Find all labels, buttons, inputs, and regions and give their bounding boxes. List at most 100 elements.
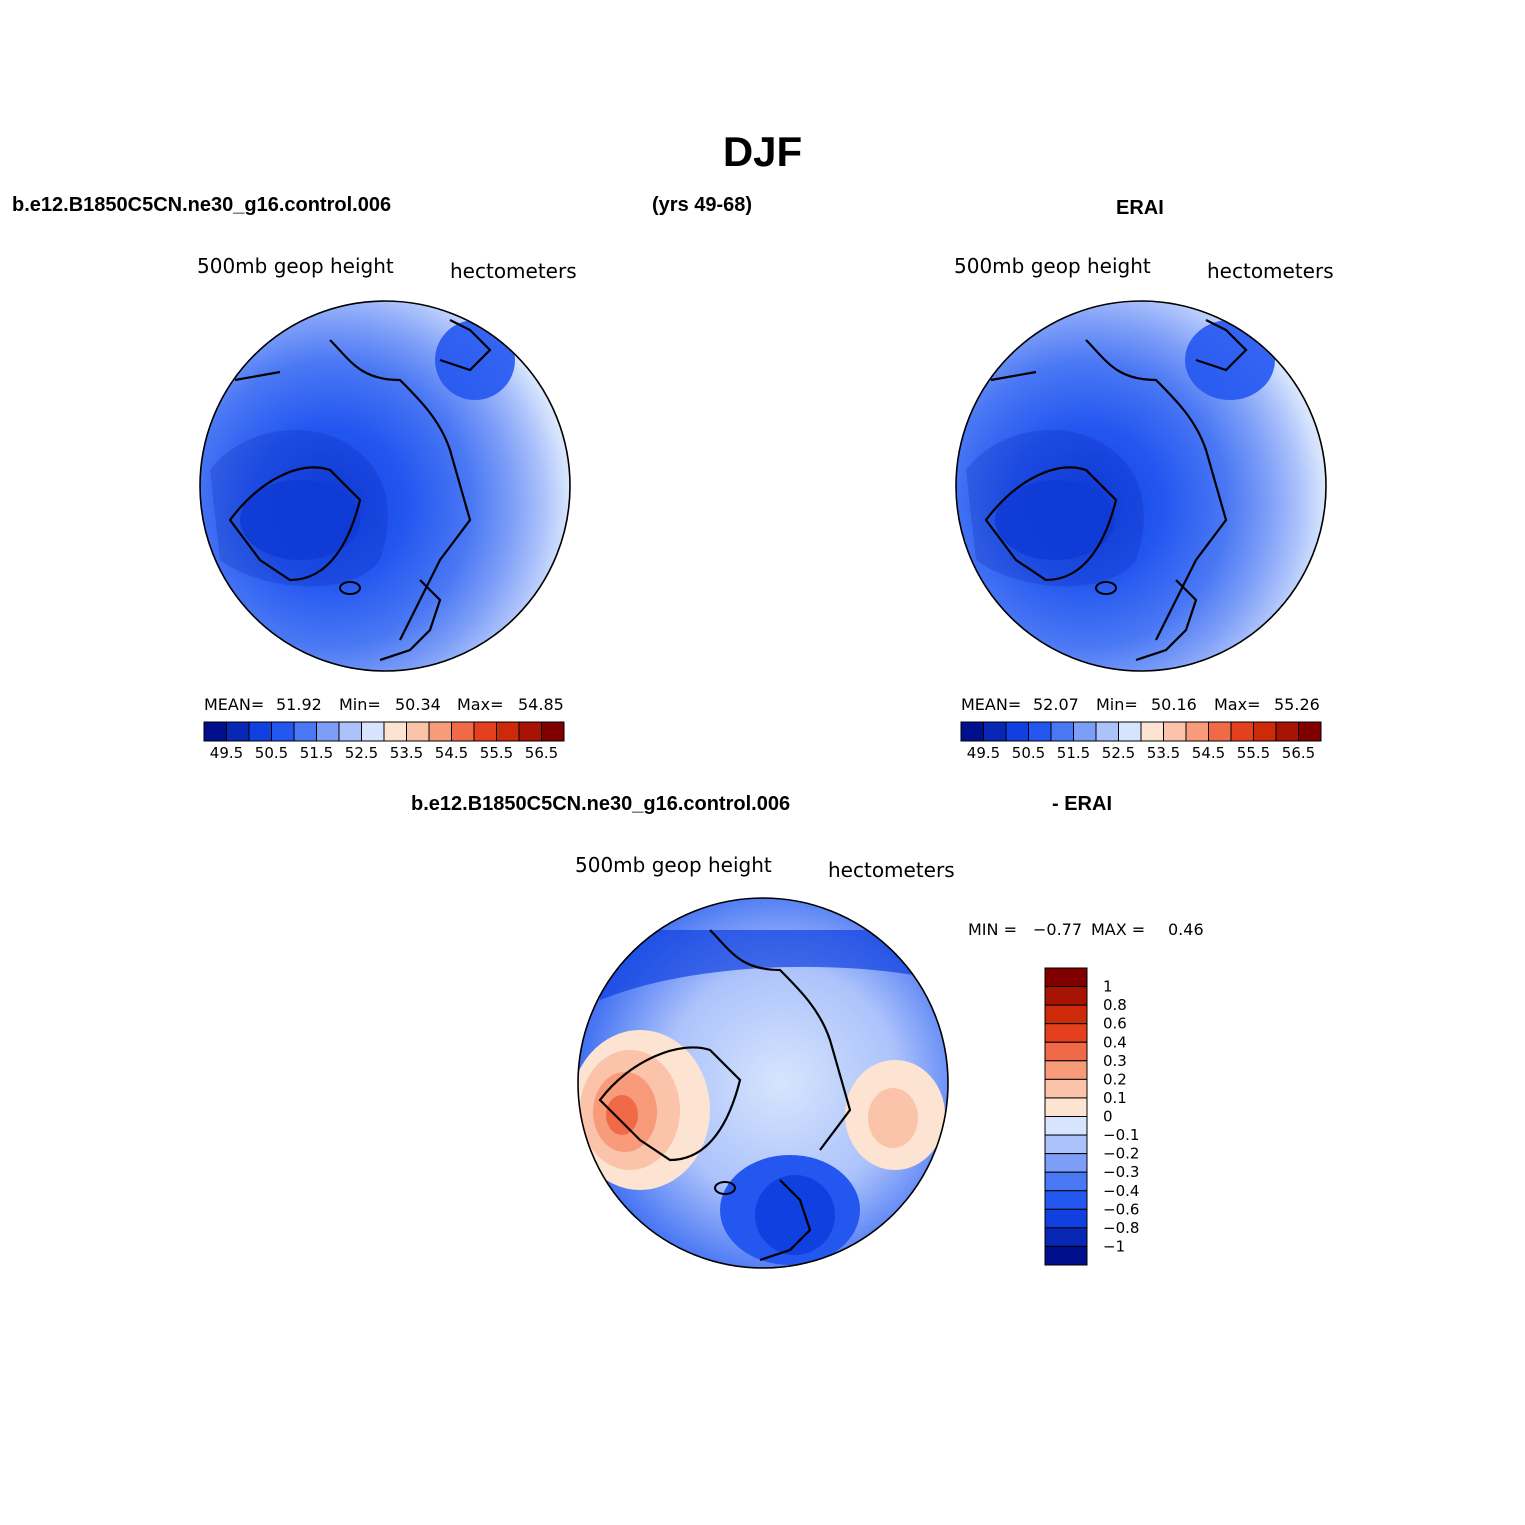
panel1-colorbar-swatch	[406, 721, 430, 742]
panel2-colorbar-swatch	[1028, 721, 1052, 742]
panel1-colorbar-swatch	[383, 721, 407, 742]
panel1-colorbar-swatch	[451, 721, 475, 742]
obs-name-label: ERAI	[1116, 197, 1164, 219]
diff-colorbar-tick-label: 1	[1103, 978, 1113, 996]
panel1-mean-value: 51.92	[276, 695, 322, 714]
panel2-colorbar-swatch	[1253, 721, 1277, 742]
case-name-label: b.e12.B1850C5CN.ne30_g16.control.006	[12, 194, 392, 216]
diff-colorbar-swatch	[1044, 1190, 1088, 1210]
diff-colorbar: 10.80.60.40.30.20.10−0.1−0.2−0.3−0.4−0.6…	[1044, 967, 1139, 1266]
panel1-colorbar-swatch	[541, 721, 565, 742]
panel2-max-label: Max=	[1214, 695, 1261, 714]
diff-colorbar-tick-label: 0	[1103, 1108, 1113, 1126]
panel1-colorbar-swatch	[338, 721, 362, 742]
panel2-colorbar-swatch	[1118, 721, 1142, 742]
diff-colorbar-swatch	[1044, 1227, 1088, 1247]
panel2-units: hectometers	[1207, 259, 1334, 283]
panel2-colorbar: 49.5 50.5 51.5 52.5 53.5 54.5 55.5 56.5	[960, 721, 1322, 762]
panel2-map	[955, 300, 1327, 672]
panel2-colorbar-tick-label: 55.5	[1237, 744, 1270, 762]
panel2-colorbar-swatch	[960, 721, 984, 742]
diff-min-label: MIN =	[968, 920, 1017, 939]
diff-minus-label: - ERAI	[1052, 793, 1112, 815]
panel2-colorbar-swatch	[1095, 721, 1119, 742]
diff-colorbar-swatch	[1044, 1153, 1088, 1173]
panel2-colorbar-swatch	[1230, 721, 1254, 742]
diff-colorbar-swatch	[1044, 1097, 1088, 1117]
panel1-colorbar-swatch	[203, 721, 227, 742]
diff-colorbar-tick-label: 0.3	[1103, 1052, 1127, 1070]
diff-colorbar-tick-label: 0.1	[1103, 1089, 1127, 1107]
diff-colorbar-swatch	[1044, 1078, 1088, 1099]
panel2-colorbar-tick-label: 49.5	[967, 744, 1000, 762]
panel1-colorbar-tick-label: 55.5	[480, 744, 513, 762]
panel2-colorbar-tick-label: 53.5	[1147, 744, 1180, 762]
panel2-colorbar-swatch	[983, 721, 1007, 742]
diff-colorbar-swatch	[1044, 1171, 1088, 1192]
panel1-colorbar-swatch	[271, 721, 295, 742]
panel1-mean-label: MEAN=	[204, 695, 265, 714]
diff-variable: 500mb geop height	[575, 853, 772, 877]
panel2-colorbar-swatch	[1163, 721, 1187, 742]
diff-colorbar-swatch	[1044, 1245, 1088, 1266]
panel2-colorbar-swatch	[1185, 721, 1209, 742]
diff-colorbar-swatch	[1044, 1041, 1088, 1062]
diff-colorbar-swatch	[1044, 1060, 1088, 1080]
diff-colorbar-swatch	[1044, 967, 1088, 988]
diff-case-label: b.e12.B1850C5CN.ne30_g16.control.006	[411, 793, 791, 815]
panel1-colorbar-swatch	[428, 721, 452, 742]
panel2-min-label: Min=	[1096, 695, 1138, 714]
panel2-colorbar-tick-label: 52.5	[1102, 744, 1135, 762]
diff-colorbar-tick-label: −0.2	[1103, 1145, 1139, 1163]
panel1-colorbar-tick-label: 52.5	[345, 744, 378, 762]
panel2-colorbar-swatch	[1005, 721, 1029, 742]
panel1-colorbar-tick-label: 54.5	[435, 744, 468, 762]
diff-colorbar-tick-label: −0.4	[1103, 1182, 1139, 1200]
panel1-colorbar-swatch	[316, 721, 340, 742]
panel1-map	[199, 300, 571, 672]
panel1-colorbar-swatch	[248, 721, 272, 742]
panel1-variable: 500mb geop height	[197, 254, 394, 278]
diff-colorbar-tick-label: −0.1	[1103, 1126, 1139, 1144]
diff-max-value: 0.46	[1168, 920, 1204, 939]
panel2-max-value: 55.26	[1274, 695, 1320, 714]
panel1-colorbar-tick-label: 51.5	[300, 744, 333, 762]
panel2-colorbar-tick-label: 51.5	[1057, 744, 1090, 762]
panel2-colorbar-tick-label: 54.5	[1192, 744, 1225, 762]
panel2-colorbar-swatch	[1073, 721, 1097, 742]
diff-max-label: MAX =	[1091, 920, 1146, 939]
diff-colorbar-swatch	[1044, 1208, 1088, 1229]
diff-units: hectometers	[828, 858, 955, 882]
diff-colorbar-swatch	[1044, 1134, 1088, 1155]
panel2-colorbar-swatch	[1275, 721, 1299, 742]
panel2-mean-value: 52.07	[1033, 695, 1079, 714]
panel2-colorbar-tick-label: 56.5	[1282, 744, 1315, 762]
panel1-colorbar-swatch	[293, 721, 317, 742]
diff-colorbar-tick-label: 0.6	[1103, 1015, 1127, 1033]
panel1-max-value: 54.85	[518, 695, 564, 714]
diff-colorbar-tick-label: 0.4	[1103, 1033, 1127, 1051]
panel2-variable: 500mb geop height	[954, 254, 1151, 278]
panel1-max-label: Max=	[457, 695, 504, 714]
diff-min-value: −0.77	[1033, 920, 1083, 939]
panel2-colorbar-swatch	[1140, 721, 1164, 742]
panel1-colorbar-swatch	[518, 721, 542, 742]
diff-colorbar-swatch	[1044, 1116, 1088, 1136]
panel2-min-value: 50.16	[1151, 695, 1197, 714]
diff-colorbar-tick-label: −0.8	[1103, 1219, 1139, 1237]
panel1-colorbar-swatch	[473, 721, 497, 742]
panel1-colorbar-tick-label: 50.5	[255, 744, 288, 762]
panel1-colorbar-swatch	[226, 721, 250, 742]
panel1-colorbar-tick-label: 56.5	[525, 744, 558, 762]
panel2-mean-label: MEAN=	[961, 695, 1022, 714]
diff-colorbar-tick-label: −0.3	[1103, 1163, 1139, 1181]
diff-colorbar-tick-label: −0.6	[1103, 1200, 1139, 1218]
panel2-colorbar-swatch	[1208, 721, 1232, 742]
panel1-colorbar-tick-label: 53.5	[390, 744, 423, 762]
years-label: (yrs 49-68)	[652, 194, 753, 216]
diff-colorbar-swatch	[1044, 1023, 1088, 1043]
diff-colorbar-tick-label: −1	[1103, 1237, 1125, 1255]
panel2-colorbar-swatch	[1298, 721, 1322, 742]
panel2-colorbar-swatch	[1050, 721, 1074, 742]
